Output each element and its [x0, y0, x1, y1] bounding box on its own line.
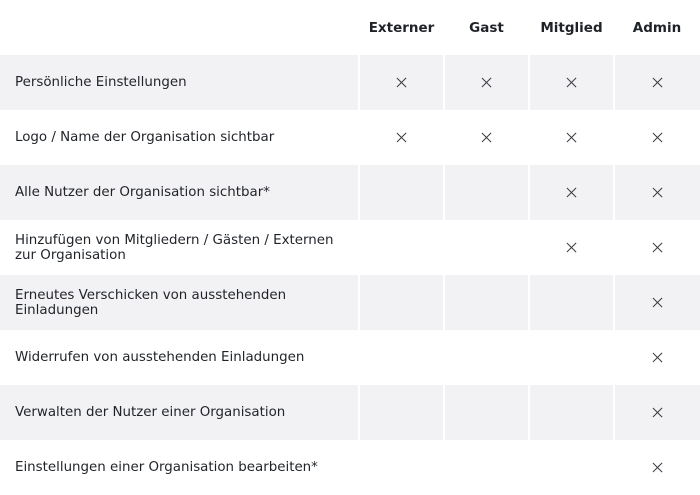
- permission-cell-externer: [358, 220, 444, 275]
- x-mark-icon: [396, 132, 407, 143]
- permission-cell-admin: [613, 165, 700, 220]
- x-mark-icon: [652, 462, 663, 473]
- permission-cell-mitglied: [528, 440, 614, 495]
- permission-cell-admin: [613, 330, 700, 385]
- permission-cell-mitglied: [528, 55, 614, 110]
- permission-cell-gast: [443, 385, 529, 440]
- table-header-row: Externer Gast Mitglied Admin: [0, 0, 700, 55]
- table-row: Erneutes Verschicken von ausstehenden Ei…: [0, 275, 700, 330]
- permission-cell-gast: [443, 165, 529, 220]
- permission-cell-mitglied: [528, 330, 614, 385]
- x-mark-icon: [566, 187, 577, 198]
- table-row: Hinzufügen von Mitgliedern / Gästen / Ex…: [0, 220, 700, 275]
- permission-cell-gast: [443, 330, 529, 385]
- permission-cell-admin: [613, 110, 700, 165]
- permission-cell-gast: [443, 440, 529, 495]
- feature-label: Erneutes Verschicken von ausstehenden Ei…: [0, 275, 359, 330]
- x-mark-icon: [652, 77, 663, 88]
- table-body: Persönliche Einstellungen Logo / Name der…: [0, 55, 700, 495]
- x-mark-icon: [481, 132, 492, 143]
- feature-label: Widerrufen von ausstehenden Einladungen: [0, 330, 359, 385]
- permission-cell-mitglied: [528, 275, 614, 330]
- table-row: Persönliche Einstellungen: [0, 55, 700, 110]
- permission-cell-externer: [358, 440, 444, 495]
- x-mark-icon: [652, 407, 663, 418]
- permission-cell-mitglied: [528, 385, 614, 440]
- permission-cell-gast: [443, 110, 529, 165]
- column-header-admin: Admin: [614, 0, 700, 55]
- x-mark-icon: [566, 132, 577, 143]
- feature-label: Verwalten der Nutzer einer Organisation: [0, 385, 359, 440]
- x-mark-icon: [652, 132, 663, 143]
- x-mark-icon: [396, 77, 407, 88]
- permission-cell-externer: [358, 385, 444, 440]
- x-mark-icon: [481, 77, 492, 88]
- column-header-feature: [0, 0, 359, 55]
- feature-label: Persönliche Einstellungen: [0, 55, 359, 110]
- table-row: Logo / Name der Organisation sichtbar: [0, 110, 700, 165]
- x-mark-icon: [566, 242, 577, 253]
- x-mark-icon: [652, 242, 663, 253]
- permission-cell-externer: [358, 55, 444, 110]
- feature-label: Logo / Name der Organisation sichtbar: [0, 110, 359, 165]
- table-row: Einstellungen einer Organisation bearbei…: [0, 440, 700, 495]
- permission-cell-mitglied: [528, 110, 614, 165]
- permission-cell-admin: [613, 275, 700, 330]
- feature-label: Einstellungen einer Organisation bearbei…: [0, 440, 359, 495]
- permission-cell-externer: [358, 330, 444, 385]
- table-row: Verwalten der Nutzer einer Organisation: [0, 385, 700, 440]
- column-header-gast: Gast: [444, 0, 529, 55]
- permission-cell-externer: [358, 110, 444, 165]
- permission-cell-gast: [443, 55, 529, 110]
- permission-cell-admin: [613, 55, 700, 110]
- x-mark-icon: [652, 187, 663, 198]
- permission-cell-mitglied: [528, 220, 614, 275]
- permission-cell-admin: [613, 220, 700, 275]
- permission-cell-gast: [443, 220, 529, 275]
- x-mark-icon: [652, 297, 663, 308]
- column-header-externer: Externer: [359, 0, 444, 55]
- permission-cell-admin: [613, 440, 700, 495]
- table-row: Widerrufen von ausstehenden Einladungen: [0, 330, 700, 385]
- permission-cell-mitglied: [528, 165, 614, 220]
- x-mark-icon: [566, 77, 577, 88]
- x-mark-icon: [652, 352, 663, 363]
- permission-cell-externer: [358, 165, 444, 220]
- permission-cell-externer: [358, 275, 444, 330]
- feature-label: Hinzufügen von Mitgliedern / Gästen / Ex…: [0, 220, 359, 275]
- permission-cell-admin: [613, 385, 700, 440]
- table-row: Alle Nutzer der Organisation sichtbar*: [0, 165, 700, 220]
- feature-label: Alle Nutzer der Organisation sichtbar*: [0, 165, 359, 220]
- column-header-mitglied: Mitglied: [529, 0, 614, 55]
- permission-cell-gast: [443, 275, 529, 330]
